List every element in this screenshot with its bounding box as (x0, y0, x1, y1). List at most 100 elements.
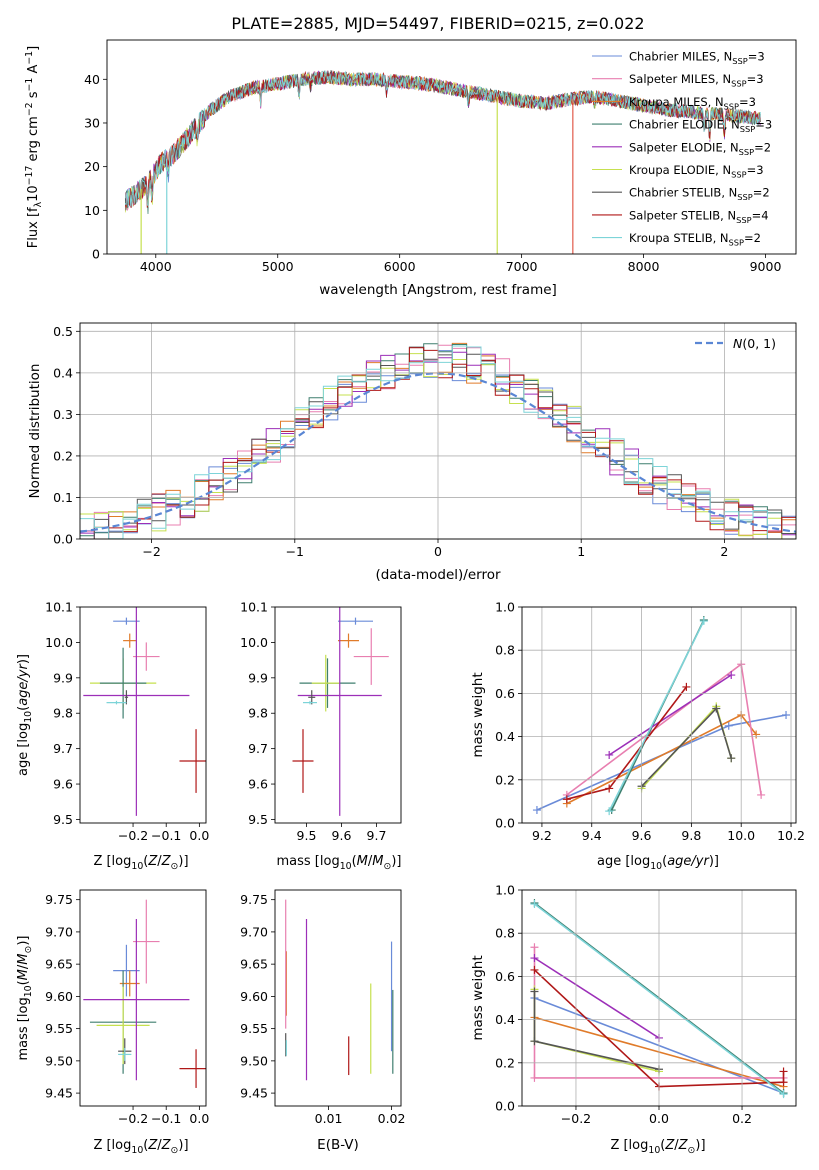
label-part: )] (695, 1138, 705, 1153)
label-part: )] (709, 854, 719, 869)
weight-line (608, 620, 705, 812)
x-axis-label: Z [log10(Z/Z⊙)] (93, 1138, 188, 1156)
y-tick-label: 9.6 (248, 777, 268, 792)
data-point (99, 647, 147, 719)
data-point (96, 986, 150, 1065)
x-tick-label: 4000 (140, 259, 172, 274)
axes-frame (106, 39, 797, 255)
x-tick-label: 7000 (506, 259, 538, 274)
plot-area (124, 70, 761, 254)
panel-spectrum: 4000 5000 6000 7000 8000 9000 0 10 20 30 40 wavelen… (24, 39, 797, 298)
plus-marker (530, 987, 539, 996)
x-tick-label: 2 (720, 544, 728, 559)
plus-marker (724, 721, 733, 730)
label-part: Kroupa ELODIE, N (629, 163, 731, 177)
data-point (123, 633, 137, 648)
y-tick-label: 20 (84, 159, 100, 174)
x-tick-label: 9.4 (582, 828, 602, 843)
label-part: Z (664, 1138, 675, 1153)
y-axis-label: Normed distribution (27, 364, 43, 499)
label-part: Chabrier MILES, N (629, 50, 732, 64)
y-tick-label: 9.75 (45, 892, 73, 907)
label-part: =3 (748, 50, 765, 64)
plus-marker (605, 750, 614, 759)
y-tick-label: 0.0 (53, 532, 73, 547)
y-tick-label: 9.7 (53, 741, 73, 756)
label-part: M (16, 969, 31, 980)
label-part: )] (16, 654, 31, 664)
label-part: )] (178, 1138, 188, 1153)
y-tick-label: 10.1 (240, 600, 268, 615)
x-tick-label: 6000 (384, 259, 416, 274)
plot-area (83, 607, 206, 816)
label-part: Salpeter ELODIE, N (629, 140, 739, 154)
legend-label: Salpeter MILES, NSSP=3 (629, 72, 764, 88)
label-part: ( (143, 1138, 148, 1153)
plus-marker (562, 795, 571, 804)
label-part: SSP (737, 192, 752, 202)
x-axis-label: age [log10(age/yr)] (597, 854, 719, 872)
label-part: ⊙ (384, 861, 392, 872)
plot-area (532, 615, 791, 816)
label-part: ⊙ (23, 946, 34, 954)
legend-label: Kroupa MILES, NSSP=3 (629, 95, 756, 111)
y-tick-label: 9.65 (240, 957, 268, 972)
label-part: =4 (752, 208, 769, 222)
label-part: Z (147, 1138, 158, 1153)
x-tick-label: 10.0 (727, 828, 755, 843)
data-point (353, 628, 389, 685)
label-part: age/yr (667, 854, 710, 869)
label-part: −1 (24, 51, 35, 65)
label-part: ( (660, 1138, 665, 1153)
x-tick-label: 0.2 (732, 1111, 752, 1126)
label-part: age/yr (16, 662, 31, 705)
plus-marker (712, 704, 721, 713)
data-point (179, 729, 206, 793)
label-part: / (157, 1138, 162, 1153)
plot-area (83, 899, 206, 1088)
y-axis-label: mass weight (470, 672, 486, 757)
label-part: ( (16, 980, 31, 985)
y-tick-label: 30 (84, 115, 100, 130)
label-part: Z [log (93, 854, 131, 869)
y-tick-label: 9.5 (248, 812, 268, 827)
label-part: SSP (724, 101, 739, 111)
data-point (113, 617, 140, 625)
label-part: 10 (23, 711, 34, 723)
legend-label: Chabrier ELODIE, NSSP=3 (629, 118, 772, 134)
label-part: SSP (736, 215, 751, 225)
legend-label: N(0, 1) (733, 336, 776, 351)
legend-label: Salpeter STELIB, NSSP=4 (629, 208, 769, 224)
label-part: Kroupa MILES, N (629, 95, 724, 109)
label-part: =3 (739, 95, 756, 109)
label-part: M (357, 854, 368, 869)
label-part: Z (147, 854, 158, 869)
plus-marker (605, 784, 614, 793)
y-tick-label: 9.70 (45, 924, 73, 939)
y-tick-label: 0.8 (495, 926, 515, 941)
plot-area (285, 899, 394, 1081)
y-tick-label: 0.4 (495, 729, 515, 744)
label-part: SSP (731, 169, 746, 179)
x-axis-label: Z [log10(Z/Z⊙)] (610, 1138, 705, 1156)
y-tick-label: 9.9 (248, 670, 268, 685)
axes-frame (521, 889, 797, 1107)
label-part: Z (161, 854, 172, 869)
y-tick-label: 1.0 (495, 600, 515, 615)
label-part: =3 (747, 72, 764, 86)
y-tick-label: 9.5 (53, 812, 73, 827)
y-tick-label: 0.5 (53, 324, 73, 339)
panel-mass_weight_vs_Z: −0.2 0.0 0.20.00.20.40.60.81.0Z [log10(Z/Z… (470, 883, 797, 1156)
y-tick-label: 9.60 (45, 989, 73, 1004)
x-tick-label: 0 (434, 544, 442, 559)
label-part: / (16, 964, 31, 969)
x-tick-label: −2 (142, 544, 160, 559)
label-part: −17 (24, 166, 35, 186)
label-part: Chabrier STELIB, N (629, 186, 737, 200)
label-part: Salpeter STELIB, N (629, 208, 736, 222)
label-part: Z [log (610, 1138, 648, 1153)
panel-age_vs_mass: 9.5 9.6 9.7 9.5 9.6 9.7 9.8 9.9 10.0 10.1 mass [lo… (240, 600, 402, 872)
x-tick-label: 9.2 (532, 828, 552, 843)
y-tick-label: 9.50 (45, 1053, 73, 1068)
x-axis-label: mass [log10(M/M⊙)] (277, 854, 402, 872)
